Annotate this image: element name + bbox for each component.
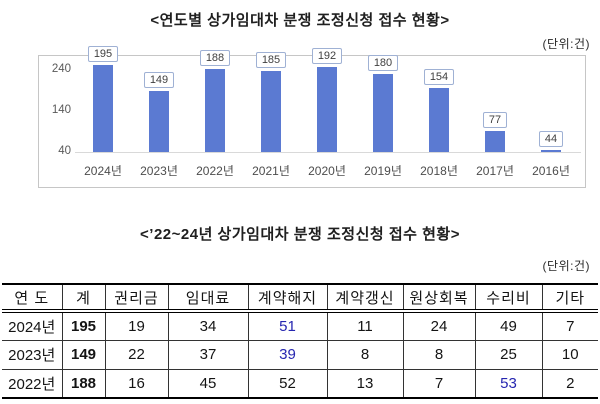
bars-area: 195 149 188 185 192 180 154 77 44 [75, 42, 579, 152]
bar [541, 150, 561, 152]
table-value-cell: 53 [474, 368, 542, 398]
x-axis-label: 2022년 [196, 163, 234, 178]
table-row: 2023년 149 22 37 39 8 8 25 10 [2, 339, 598, 369]
bar [93, 65, 113, 152]
bar [261, 71, 281, 152]
table-value-cell: 7 [402, 368, 475, 398]
page-title-table: <’22~24년 상가임대차 분쟁 조정신청 접수 현황> [140, 226, 460, 243]
bar [205, 69, 225, 152]
bar-value-label: 154 [423, 69, 455, 85]
bar-value-label: 188 [199, 50, 231, 66]
table-value-cell: 19 [104, 311, 168, 340]
table-value-cell: 45 [167, 368, 248, 398]
table-header-cell: 임대료 [167, 284, 248, 313]
table-section: 연 도 계 권리금 임대료 계약해지 계약갱신 원상회복 수리비 기타 2024년 195 19 34… [2, 283, 598, 399]
y-axis-tick: 40 [58, 145, 71, 157]
table-value-cell: 2 [541, 368, 598, 398]
table-value-cell: 7 [541, 311, 598, 340]
table-value-cell: 49 [474, 311, 542, 340]
table-value-cell: 25 [474, 339, 542, 369]
bar [429, 88, 449, 152]
table-year-cell: 2023년 [2, 339, 62, 369]
bar [373, 74, 393, 152]
bar-column: 180 [355, 42, 411, 152]
table-value-cell: 39 [247, 339, 327, 369]
bar-chart: 240 140 40 195 149 188 185 192 180 154 77 44 2024년… [38, 46, 586, 188]
bar-column: 154 [411, 42, 467, 152]
bar-value-label: 192 [311, 48, 343, 64]
table-value-cell: 52 [247, 368, 327, 398]
bar-value-label: 77 [482, 112, 508, 128]
bar-value-label: 44 [538, 131, 564, 147]
x-axis-label: 2020년 [308, 163, 346, 178]
data-table: 연 도 계 권리금 임대료 계약해지 계약갱신 원상회복 수리비 기타 2024년 195 19 34… [2, 283, 598, 399]
y-axis-tick: 140 [51, 104, 71, 116]
x-axis-label: 2024년 [84, 163, 122, 178]
bar-column: 188 [187, 42, 243, 152]
bar-column: 44 [523, 42, 579, 152]
table-row: 2022년 188 16 45 52 13 7 53 2 [2, 368, 598, 398]
bar-column: 77 [467, 42, 523, 152]
x-axis-label: 2018년 [420, 163, 458, 178]
x-axis-label: 2016년 [532, 163, 570, 178]
bar-value-label: 195 [87, 46, 119, 62]
table-value-cell: 24 [402, 311, 475, 340]
table-value-cell: 195 [61, 311, 105, 340]
table-value-cell: 13 [326, 368, 403, 398]
table-value-cell: 8 [326, 339, 403, 369]
table-value-cell: 11 [326, 311, 403, 340]
bar-value-label: 149 [143, 72, 175, 88]
table-row: 2024년 195 19 34 51 11 24 49 7 [2, 311, 598, 340]
bar-column: 192 [299, 42, 355, 152]
page-title-annual-chart: <연도별 상가임대차 분쟁 조정신청 접수 현황> [150, 12, 450, 29]
x-axis-baseline [75, 152, 581, 153]
y-axis-tick: 240 [51, 63, 71, 75]
bar [485, 131, 505, 152]
x-axis-label: 2017년 [476, 163, 514, 178]
table-value-cell: 22 [104, 339, 168, 369]
bar-column: 195 [75, 42, 131, 152]
table-value-cell: 188 [61, 368, 105, 398]
table-value-cell: 51 [247, 311, 327, 340]
table-value-cell: 34 [167, 311, 248, 340]
bar-column: 149 [131, 42, 187, 152]
table-header-cell: 연 도 [2, 284, 62, 313]
table-year-cell: 2022년 [2, 368, 62, 398]
x-axis-label: 2019년 [364, 163, 402, 178]
x-axis-labels: 2024년 2023년 2022년 2021년 2020년 2019년 2018년 2017년… [75, 159, 579, 181]
table-header-cell: 권리금 [104, 284, 168, 313]
bar-column: 185 [243, 42, 299, 152]
table-value-cell: 8 [402, 339, 475, 369]
table-header-cell: 수리비 [474, 284, 542, 313]
table-header-cell: 기타 [541, 284, 598, 313]
table-header-cell: 계약갱신 [326, 284, 403, 313]
unit-label-table: (단위:건) [542, 259, 590, 273]
bar [149, 91, 169, 152]
bar-value-label: 180 [367, 55, 399, 71]
bar-value-label: 185 [255, 52, 287, 68]
x-axis-label: 2023년 [140, 163, 178, 178]
table-header-cell: 계 [61, 284, 105, 313]
table-value-cell: 16 [104, 368, 168, 398]
bar [317, 67, 337, 152]
table-year-cell: 2024년 [8, 318, 56, 336]
unit-label-annual-chart: (단위:건) [542, 37, 590, 51]
x-axis-label: 2021년 [252, 163, 290, 178]
table-value-cell: 10 [541, 339, 598, 369]
table-header-cell: 원상회복 [402, 284, 475, 313]
table-value-cell: 149 [61, 339, 105, 369]
table-header-cell: 계약해지 [247, 284, 327, 313]
table-header-row: 연 도 계 권리금 임대료 계약해지 계약갱신 원상회복 수리비 기타 [2, 284, 598, 313]
table-value-cell: 37 [167, 339, 248, 369]
